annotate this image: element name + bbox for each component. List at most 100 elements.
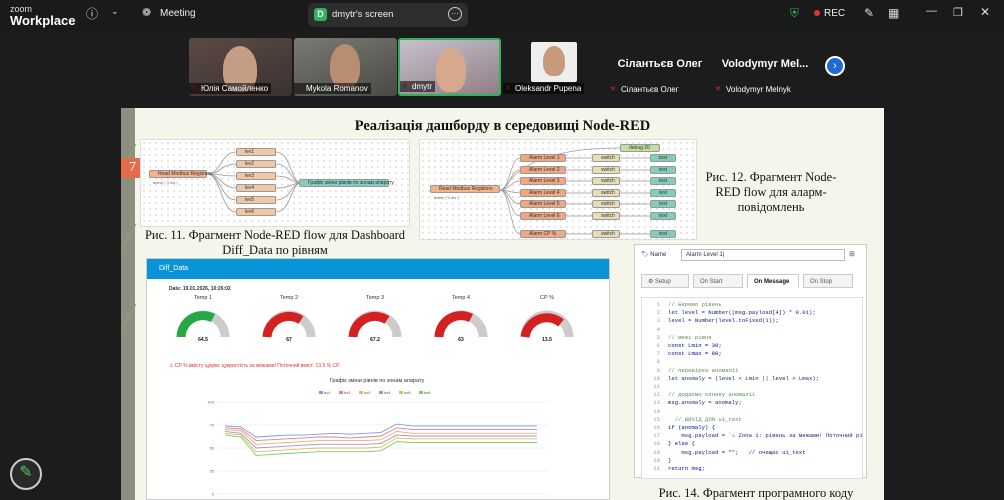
code-line: if (anomaly) { <box>668 424 715 431</box>
code-line-number: 13 <box>653 399 660 407</box>
code-line-number: 19 <box>653 448 660 456</box>
legend-swatch <box>359 391 363 394</box>
gauge-value: 13.5 <box>542 337 552 343</box>
next-participants-button[interactable]: › <box>825 56 845 76</box>
participant-tile-2[interactable]: ✕ Mykola Romanov <box>294 38 397 96</box>
series-line-lev6 <box>224 434 537 456</box>
node-status: active | 3 ms | <box>153 180 178 185</box>
pen-icon[interactable]: ✎ <box>864 6 875 20</box>
legend-label: lev2 <box>344 391 350 395</box>
gear-icon: ⚙ <box>648 279 656 285</box>
flow-node-switch: switch <box>592 177 620 185</box>
y-tick-label: 50 <box>210 446 215 451</box>
participant-tile-5[interactable]: Сілантьєв Олег ✕ Сілантьєв Олег <box>608 38 712 96</box>
node-label: Alarm Level 5 <box>529 201 560 207</box>
meeting-label[interactable]: Meeting <box>160 8 196 19</box>
layout-icon[interactable]: ▦ <box>888 6 900 20</box>
node-label: Alarm Level 3 <box>529 178 560 184</box>
node-label: switch <box>601 201 615 207</box>
flow-node-switch: switch <box>592 230 620 238</box>
code-line: msg.anomaly = anomaly; <box>668 399 742 407</box>
participant-name: Oleksandr Pupena <box>503 83 585 94</box>
zoom-logo: zoom Workplace <box>10 4 76 27</box>
node-label: switch <box>601 178 615 184</box>
flow-node-text: text <box>650 212 676 220</box>
tab-label: On Start <box>700 279 723 285</box>
participant-name: Mykola Romanov <box>294 83 371 94</box>
node-label: lev2 <box>245 161 255 167</box>
flow-node-switch: switch <box>592 154 620 162</box>
tab-setup[interactable]: ⚙ Setup <box>641 274 689 288</box>
slide-title: Реалізація дашборду в середовищі Node-RE… <box>354 118 651 134</box>
gauge-label: Temp 2 <box>279 295 299 301</box>
participant-tile-4[interactable]: ✕ Oleksandr Pupena <box>503 38 606 96</box>
series-line-lev1 <box>224 423 537 438</box>
close-icon[interactable]: ✕ <box>980 5 991 19</box>
chevron-down-icon[interactable]: ⌄ <box>111 6 119 16</box>
y-tick-label: 25 <box>210 469 215 474</box>
more-options-icon[interactable]: ··· <box>448 7 462 21</box>
gauge-label: CP % <box>540 295 554 301</box>
shared-slide: 7 Реалізація дашборду в середовищі Node-… <box>121 108 884 500</box>
participant-tile-1[interactable]: ✕ Юлія Самойленко <box>189 38 292 96</box>
node-label: Alarm Level 6 <box>529 213 560 219</box>
flow-node-switch: switch <box>592 166 620 174</box>
restore-icon[interactable]: ❐ <box>953 7 963 19</box>
code-line: } else { <box>668 440 695 448</box>
code-line-number: 17 <box>653 432 660 440</box>
gauge-temp1: Temp 1 64.5 <box>173 295 233 355</box>
share-title: dmytr's screen <box>332 9 394 20</box>
flow-node-text: text <box>650 189 676 197</box>
figure-14-caption: Рис. 14. Фрагмент програмного коду <box>658 486 854 500</box>
code-line: msg.payload = `⚠ Zona 1: рівень за межам… <box>668 432 863 440</box>
annotate-button[interactable]: ✎ <box>10 458 42 490</box>
tab-on-message[interactable]: On Message <box>747 274 799 288</box>
node-label: Alarm Level 4 <box>529 190 560 196</box>
code-line: const Lmin = 30; <box>668 342 722 349</box>
participant-tile-3[interactable]: ✕ dmytr <box>398 38 501 96</box>
y-tick-label: 0 <box>212 492 215 497</box>
node-icon[interactable]: ⊞ <box>849 251 855 258</box>
code-line: level = Number(level.toFixed(1)); <box>668 317 779 325</box>
minimize-icon[interactable]: — <box>926 5 937 17</box>
tab-on-start[interactable]: On Start <box>693 274 743 288</box>
node-label: Alarm CP % <box>529 231 557 237</box>
gauge-arc <box>262 310 316 338</box>
flow-node-text: text <box>650 177 676 185</box>
info-icon[interactable]: ⓘ <box>86 7 99 21</box>
rec-indicator[interactable]: REC <box>814 8 845 19</box>
tab-on-stop[interactable]: On Stop <box>803 274 853 288</box>
shield-icon[interactable]: ⛨ <box>790 6 800 20</box>
function-node-editor: 🏷 Name Alarm Level 1| ⊞ ⚙ Setup On Start… <box>634 244 867 479</box>
flow-node-alarm-4: Alarm Level 4 <box>520 189 566 197</box>
code-editor[interactable]: 1 // Беремо рівень 2 let level = Number((ms… <box>641 297 863 479</box>
participant-tile-6[interactable]: Volodymyr Mel... ✕ Volodymyr Melnyk <box>713 38 817 96</box>
code-line: const Lmax = 80; <box>668 350 722 358</box>
participant-photo <box>531 42 577 82</box>
code-line: return msg; <box>668 465 705 472</box>
node-label: switch <box>601 213 615 219</box>
name-input[interactable]: Alarm Level 1| <box>681 249 845 261</box>
code-line-number: 18 <box>653 440 660 448</box>
participant-display-name: Сілантьєв Олег <box>617 58 703 70</box>
node-red-flow-dashboard: Read Modbus Registers active | 3 ms | le… <box>140 139 410 227</box>
rec-dot-icon <box>814 10 820 17</box>
flow-node-text: text <box>650 154 676 162</box>
flow-node-text: text <box>650 200 676 208</box>
code-line-number: 7 <box>656 350 660 358</box>
node-label: debug 20 <box>629 145 650 151</box>
legend-label: lev4 <box>384 391 390 395</box>
slide-number: 7 <box>129 160 136 175</box>
flow-node-alarm-6: Alarm Level 6 <box>520 212 566 220</box>
node-label: switch <box>601 231 615 237</box>
participant-display-name: Volodymyr Mel... <box>721 58 809 70</box>
brand-top: zoom <box>10 4 33 14</box>
code-line: // Беремо рівень <box>668 301 722 308</box>
flow-node-switch: switch <box>592 189 620 197</box>
share-pill[interactable]: D dmytr's screen ··· <box>308 3 468 27</box>
slide-decor-bar <box>121 108 135 500</box>
flow-node-alarm-1: Alarm Level 1 <box>520 154 566 162</box>
flow-node-text: text <box>650 166 676 174</box>
flow-node-chart: Графік зміни рівнів по зонам апарату <box>299 179 394 187</box>
warning-text: ⚠ CP % вмісту цукрів: цукристість за меж… <box>169 363 340 369</box>
